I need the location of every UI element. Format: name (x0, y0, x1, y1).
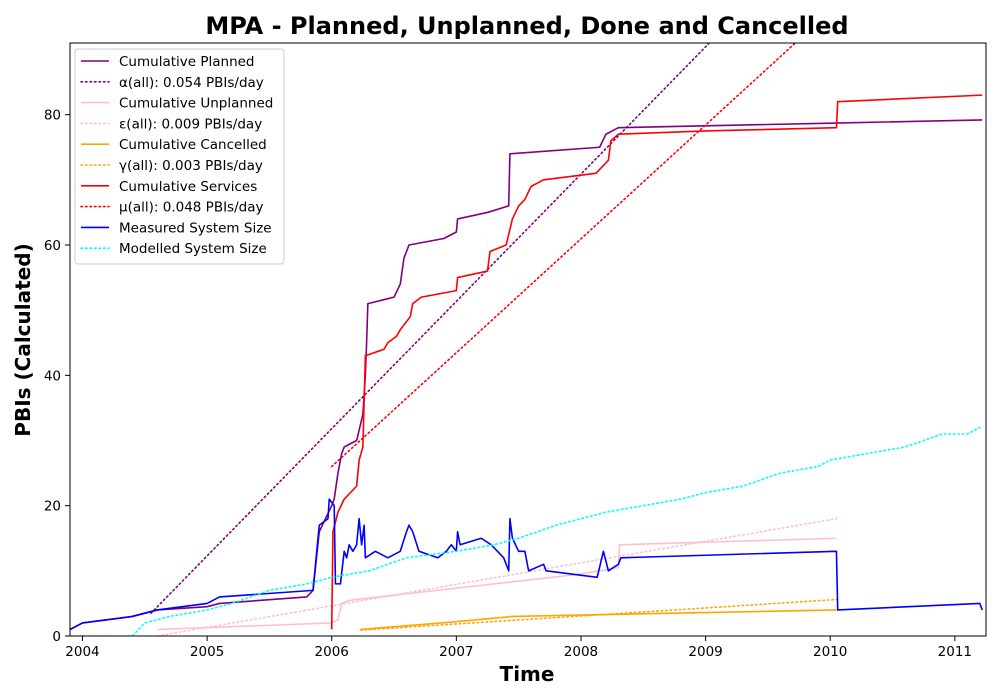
legend-label-all-0-009-pbis-day: ε(all): 0.009 PBIs/day (119, 116, 262, 132)
plot-area (69, 42, 987, 637)
x-axis-label: Time (500, 662, 555, 686)
y-tick-label: 20 (44, 499, 61, 515)
legend-label-cumulative-planned: Cumulative Planned (119, 54, 255, 70)
legend-label-modelled-system-size: Modelled System Size (119, 241, 267, 257)
legend-label-cumulative-cancelled: Cumulative Cancelled (119, 137, 267, 153)
legend-label-cumulative-services: Cumulative Services (119, 179, 257, 195)
series-line-6 (359, 598, 838, 631)
series-line-7 (330, 94, 983, 630)
legend-box (74, 48, 285, 265)
series-line-3 (157, 537, 837, 631)
legend-items: Cumulative Planned α(all): 0.054 PBIs/day… (80, 54, 273, 257)
series-line-9 (70, 498, 984, 631)
x-tick-label: 2008 (564, 644, 598, 660)
y-axis-label: PBIs (Calculated) (11, 243, 35, 436)
x-tick-label: 2011 (938, 644, 972, 660)
legend-label-all-0-054-pbis-day: α(all): 0.054 PBIs/day (119, 75, 264, 91)
legend-label-measured-system-size: Measured System Size (119, 220, 272, 236)
y-tick-label: 40 (44, 368, 61, 384)
legend-label-cumulative-unplanned: Cumulative Unplanned (119, 96, 273, 112)
x-tick-label: 2009 (688, 644, 722, 660)
legend: Cumulative Planned α(all): 0.054 PBIs/day… (74, 48, 285, 265)
series-line-10 (70, 426, 981, 636)
x-axis: 2004 2005 2006 2007 2008 2009 2010 2011 (65, 636, 972, 660)
x-tick-label: 2010 (813, 644, 847, 660)
series-layer (70, 43, 984, 636)
legend-label-all-0-048-pbis-day: μ(all): 0.048 PBIs/day (119, 200, 263, 216)
series-line-8 (330, 43, 797, 468)
y-axis: 0 20 40 60 80 (44, 108, 70, 645)
series-line-5 (360, 609, 837, 631)
legend-label-all-0-003-pbis-day: γ(all): 0.003 PBIs/day (119, 158, 263, 174)
y-tick-label: 0 (52, 629, 61, 645)
x-tick-label: 2007 (439, 644, 473, 660)
y-tick-label: 80 (44, 108, 61, 124)
x-tick-label: 2004 (65, 644, 99, 660)
x-tick-label: 2005 (190, 644, 224, 660)
chart-title: MPA - Planned, Unplanned, Done and Cance… (205, 12, 848, 40)
y-tick-label: 60 (44, 238, 61, 254)
plot-frame (69, 42, 987, 637)
x-tick-label: 2006 (315, 644, 349, 660)
